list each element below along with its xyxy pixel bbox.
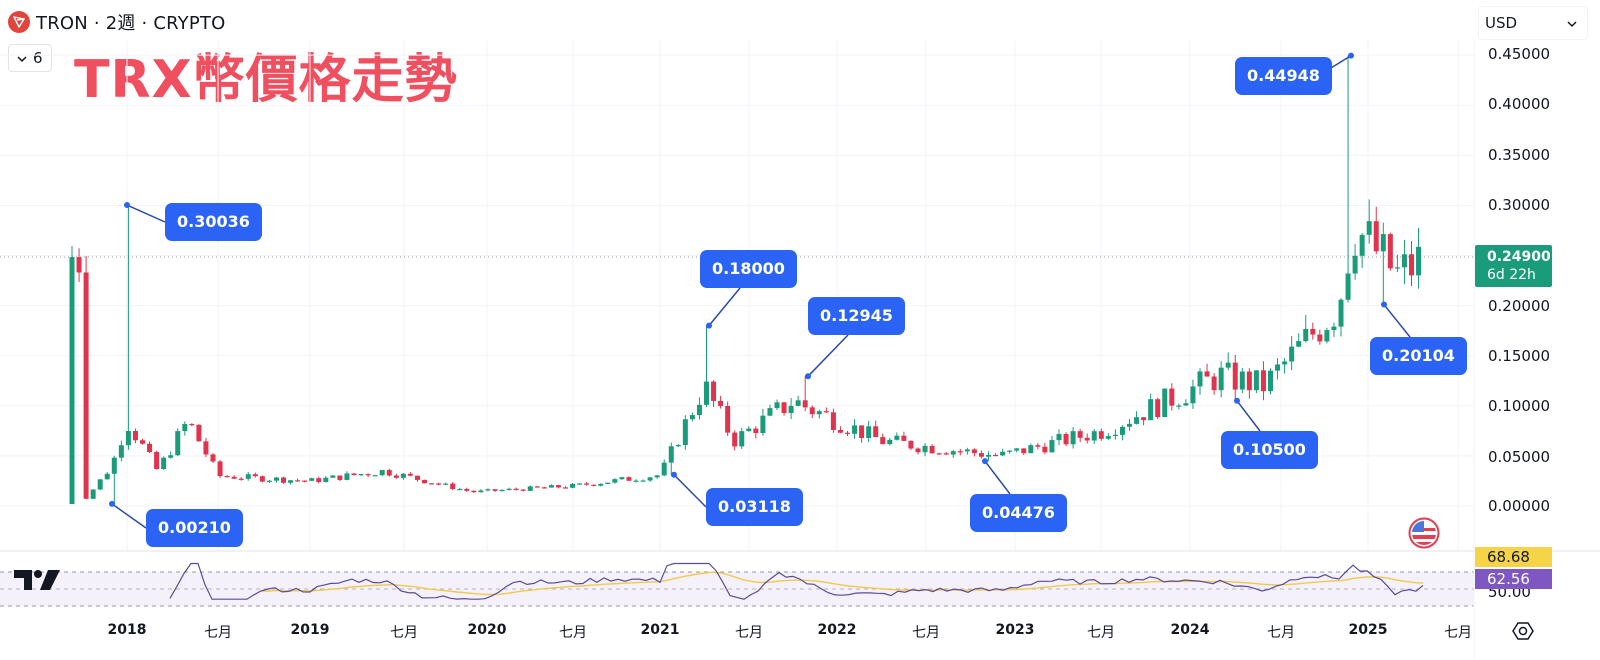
time-axis-label: 七月 [735,625,763,641]
price-axis-label: 0.35000 [1488,146,1551,164]
indicator-collapse-button[interactable]: 6 [8,44,52,72]
rsi-ma-tag: 68.68 [1475,547,1552,567]
time-axis-label: 七月 [390,625,418,641]
chart-grid [0,40,1474,551]
tron-logo-icon [8,11,30,33]
callout-low-2025[interactable]: 0.20104 [1370,337,1467,375]
callout-high-2021[interactable]: 0.18000 [700,250,797,288]
price-axis-label: 0.40000 [1488,95,1551,113]
chart-header: TRON · 2週 · CRYPTO [8,8,225,36]
bar-countdown: 6d 22h [1487,267,1536,283]
callout-high-2018[interactable]: 0.30036 [165,203,262,241]
price-axis-label: 0.45000 [1488,45,1551,63]
currency-selector[interactable]: USD [1478,6,1588,40]
rsi-value-tag: 62.56 [1475,569,1552,589]
time-axis-label: 2019 [290,622,330,638]
price-axis-label: 0.15000 [1488,347,1551,365]
time-axis-label: 七月 [559,625,587,641]
rsi-level-label: 50.00 [1488,583,1531,601]
price-axis-label: 0.05000 [1488,448,1551,466]
chevron-down-icon [1567,14,1577,32]
time-axis-label: 2025 [1348,622,1388,638]
callout-leaders [109,52,1411,529]
callout-high-2021b[interactable]: 0.12945 [808,297,905,335]
settings-gear-icon[interactable] [1512,620,1534,642]
currency-label: USD [1485,14,1518,32]
rsi-line [169,562,1424,600]
time-axis-label: 七月 [912,625,940,641]
candlestick-series [69,55,1422,505]
overlay-title: TRX幣價格走勢 [74,50,458,110]
price-axis-label: 0.00000 [1488,497,1551,515]
time-axis-label: 2020 [467,622,507,638]
indicator-count: 6 [33,49,43,67]
price-axis-label: 0.20000 [1488,297,1551,315]
time-axis-label: 七月 [204,625,232,641]
callout-low-2022[interactable]: 0.04476 [970,494,1067,532]
symbol-title: TRON · 2週 · CRYPTO [36,13,226,34]
tradingview-logo[interactable] [14,570,60,596]
callout-low-2017[interactable]: 0.00210 [146,509,243,547]
current-price-value: 0.24900 [1487,249,1551,265]
callout-high-2024[interactable]: 0.44948 [1235,57,1332,95]
chevron-down-icon [17,49,27,67]
price-axis-label: 0.30000 [1488,196,1551,214]
time-axis-label: 2022 [817,622,857,638]
current-price-tag: 0.24900 6d 22h [1475,245,1552,287]
time-axis-label: 2018 [107,622,147,638]
time-axis-label: 2021 [640,622,680,638]
time-axis-label: 2024 [1170,622,1210,638]
callout-low-2021[interactable]: 0.03118 [706,488,803,526]
time-axis-label: 七月 [1087,625,1115,641]
price-axis-label: 0.10000 [1488,397,1551,415]
rsi-ma-line [260,571,1424,596]
time-axis-label: 2023 [995,622,1035,638]
us-flag-icon[interactable] [1408,517,1440,549]
time-axis-label: 七月 [1444,625,1472,641]
time-axis-label: 七月 [1267,625,1295,641]
callout-low-2024[interactable]: 0.10500 [1221,431,1318,469]
